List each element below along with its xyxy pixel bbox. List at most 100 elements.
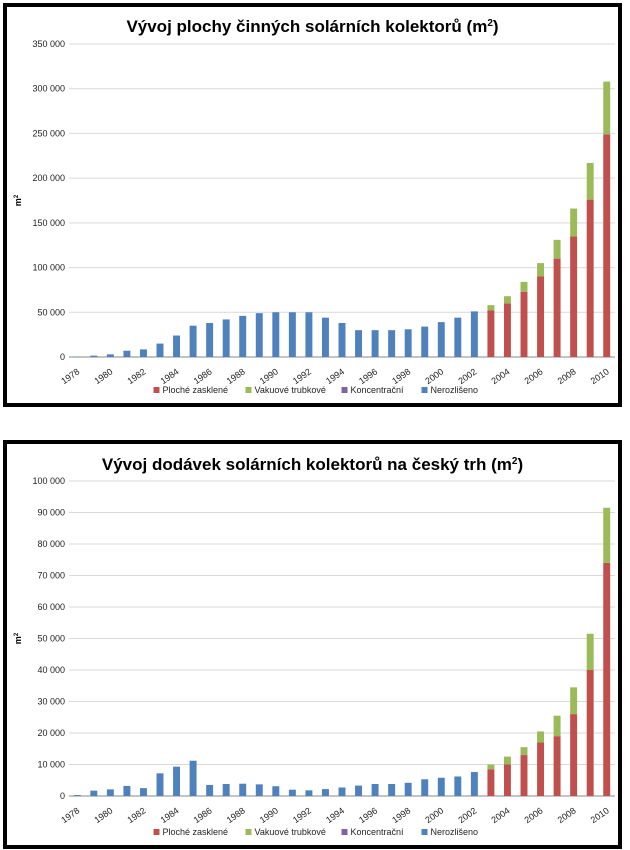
bar — [321, 789, 329, 796]
bar — [520, 291, 528, 357]
x-tick-label: 2000 — [423, 366, 445, 386]
x-tick-label: 2002 — [456, 805, 478, 825]
y-tick-label: 300 000 — [32, 84, 65, 94]
bar — [123, 785, 131, 796]
legend-swatch — [245, 829, 252, 835]
y-tick-label: 350 000 — [32, 39, 65, 49]
bar — [239, 315, 247, 357]
bar — [603, 562, 611, 796]
bar — [338, 323, 346, 357]
x-tick-label: 1992 — [291, 805, 313, 825]
bar — [404, 782, 412, 796]
bar — [73, 795, 81, 796]
legend-swatch — [421, 387, 428, 393]
y-tick-label: 70 000 — [37, 571, 65, 581]
chart-title-superscript: 2 — [512, 456, 518, 467]
x-tick-label: 1984 — [159, 366, 181, 386]
bar — [603, 507, 611, 563]
bar — [305, 312, 313, 357]
x-tick-label: 2002 — [456, 366, 478, 386]
chart-deliveries: Vývoj dodávek solárních kolektorů na čes… — [13, 455, 615, 837]
y-tick-label: 150 000 — [32, 218, 65, 228]
y-tick-label: 0 — [60, 791, 65, 801]
x-tick-label: 2004 — [489, 805, 511, 825]
bar — [355, 785, 363, 796]
y-tick-label: 100 000 — [32, 263, 65, 273]
bar — [537, 731, 545, 743]
bar — [487, 764, 495, 770]
chart-title: Vývoj dodávek solárních kolektorů na čes… — [102, 455, 523, 474]
bar — [106, 354, 114, 357]
bar — [371, 330, 379, 357]
x-tick-label: 1980 — [92, 805, 114, 825]
chart-title-main: Vývoj plochy činných solárních kolektorů… — [126, 17, 487, 36]
y-tick-label: 250 000 — [32, 128, 65, 138]
x-tick-label: 1980 — [92, 366, 114, 386]
bar — [106, 789, 114, 796]
bar — [388, 784, 396, 796]
bar — [156, 343, 164, 357]
chart-panel-area: Vývoj plochy činných solárních kolektorů… — [3, 3, 622, 407]
bar — [520, 281, 528, 292]
chart-title-end: ) — [493, 17, 499, 36]
legend-label: Ploché zasklené — [163, 385, 229, 395]
bar — [272, 786, 280, 796]
legend-label: Vakuové trubkové — [255, 385, 326, 395]
x-tick-label: 1988 — [225, 805, 247, 825]
x-tick-label: 2008 — [556, 366, 578, 386]
bar — [503, 296, 511, 304]
chart-title-end: ) — [517, 455, 523, 474]
bar — [537, 263, 545, 277]
y-axis-label: m2 — [13, 194, 23, 206]
x-tick-label: 1998 — [390, 366, 412, 386]
legend-swatch — [421, 829, 428, 835]
bar — [537, 276, 545, 357]
bar — [570, 236, 578, 357]
y-tick-label: 40 000 — [37, 665, 65, 675]
bar — [553, 239, 561, 259]
bar — [553, 258, 561, 357]
bar — [487, 305, 495, 311]
legend-label: Vakuové trubkové — [255, 827, 326, 837]
legend-label: Koncentrační — [351, 385, 405, 395]
x-tick-label: 1978 — [59, 366, 81, 386]
legend-swatch — [245, 387, 252, 393]
bar — [437, 777, 445, 796]
x-tick-label: 1998 — [390, 805, 412, 825]
y-tick-label: 20 000 — [37, 728, 65, 738]
bar — [603, 134, 611, 357]
x-tick-label: 1978 — [59, 805, 81, 825]
bar — [206, 784, 214, 796]
chart-title-superscript: 2 — [487, 18, 493, 29]
bar — [388, 330, 396, 357]
bar — [454, 317, 462, 357]
legend-swatch — [341, 829, 348, 835]
x-tick-label: 1986 — [192, 805, 214, 825]
x-tick-label: 2004 — [489, 366, 511, 386]
bar — [421, 779, 429, 796]
bar — [123, 350, 131, 357]
y-axis-label-main: m — [13, 636, 23, 644]
legend-label: Ploché zasklené — [163, 827, 229, 837]
y-tick-label: 50 000 — [37, 307, 65, 317]
legend-label: Nerozlišeno — [431, 827, 479, 837]
x-tick-label: 1996 — [357, 366, 379, 386]
y-axis-label: m2 — [13, 632, 23, 644]
x-tick-label: 1984 — [159, 805, 181, 825]
chart-area: Vývoj plochy činných solárních kolektorů… — [13, 17, 615, 395]
x-tick-label: 2010 — [589, 805, 611, 825]
bar — [90, 790, 98, 796]
bar — [139, 788, 147, 796]
bar — [570, 714, 578, 796]
bar — [288, 789, 296, 796]
bar — [371, 784, 379, 796]
y-tick-label: 100 000 — [32, 476, 65, 486]
y-tick-label: 30 000 — [37, 697, 65, 707]
bar — [586, 633, 594, 670]
bar — [503, 303, 511, 357]
legend-swatch — [341, 387, 348, 393]
y-tick-label: 10 000 — [37, 760, 65, 770]
x-tick-label: 1992 — [291, 366, 313, 386]
bar — [520, 747, 528, 756]
bar — [553, 715, 561, 737]
